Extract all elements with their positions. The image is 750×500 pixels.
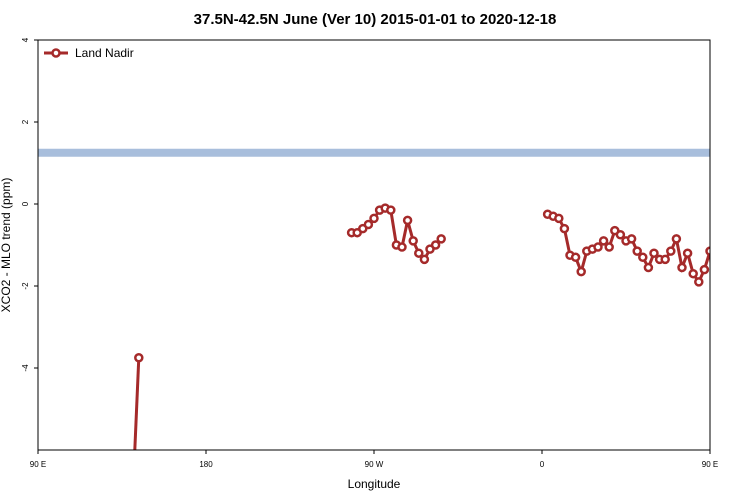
data-point bbox=[430, 240, 441, 250]
data-point bbox=[723, 317, 730, 324]
data-point bbox=[712, 315, 719, 322]
legend: Land Nadir bbox=[44, 46, 134, 60]
data-point bbox=[554, 213, 564, 224]
data-point bbox=[682, 248, 693, 258]
data-point bbox=[643, 262, 654, 273]
data-point bbox=[705, 246, 710, 256]
x-axis-label: Longitude bbox=[348, 477, 401, 491]
data-point bbox=[408, 236, 418, 246]
y-axis-label: XCO2 - MLO trend (ppm) bbox=[0, 178, 13, 313]
data-point bbox=[688, 268, 698, 279]
data-point bbox=[436, 234, 446, 244]
data-point bbox=[660, 254, 670, 265]
y-tick-label: 2 bbox=[21, 119, 30, 124]
y-tick-label: 4 bbox=[21, 37, 30, 42]
data-point bbox=[677, 262, 687, 273]
data-point bbox=[386, 205, 396, 215]
data-point bbox=[649, 248, 659, 258]
data-point bbox=[130, 483, 137, 490]
plot-area bbox=[130, 203, 736, 490]
legend-label: Land Nadir bbox=[75, 46, 134, 60]
y-tick-label: -4 bbox=[21, 364, 30, 372]
ocean-band bbox=[38, 148, 710, 157]
y-tick-label: 0 bbox=[21, 201, 30, 206]
data-point bbox=[369, 213, 379, 224]
data-point bbox=[718, 326, 725, 333]
legend-marker bbox=[51, 48, 61, 58]
data-point bbox=[694, 277, 704, 287]
data-point bbox=[363, 219, 374, 230]
x-tick-label: 180 bbox=[199, 460, 213, 469]
land-ocean-strip bbox=[38, 148, 710, 157]
data-point bbox=[626, 234, 637, 244]
chart-title: 37.5N-42.5N June (Ver 10) 2015-01-01 to … bbox=[194, 11, 557, 28]
data-point bbox=[402, 215, 413, 226]
data-point bbox=[699, 264, 710, 275]
data-point bbox=[414, 248, 424, 258]
y-axis: 4 2 0 -2 -4 bbox=[21, 37, 38, 372]
data-point bbox=[559, 223, 570, 234]
data-point bbox=[397, 242, 407, 252]
x-tick-label: 90 E bbox=[30, 460, 46, 469]
x-axis: 90 E 180 90 W 0 90 E bbox=[30, 450, 718, 469]
data-point bbox=[671, 234, 682, 244]
data-point bbox=[638, 252, 648, 263]
data-point bbox=[666, 246, 676, 256]
x-tick-label: 90 W bbox=[365, 460, 384, 469]
data-point bbox=[576, 266, 586, 277]
data-point bbox=[632, 246, 642, 256]
data-point bbox=[419, 254, 430, 265]
data-point bbox=[729, 289, 736, 296]
data-point bbox=[593, 242, 603, 252]
y-tick-label: -2 bbox=[21, 282, 30, 290]
x-tick-label: 90 E bbox=[702, 460, 718, 469]
x-tick-label: 0 bbox=[540, 460, 545, 469]
series-line-land-nadir bbox=[133, 357, 141, 450]
data-point bbox=[134, 353, 144, 363]
data-point bbox=[570, 252, 581, 263]
data-point bbox=[604, 242, 614, 252]
data-point bbox=[598, 236, 609, 246]
data-point bbox=[615, 230, 626, 240]
